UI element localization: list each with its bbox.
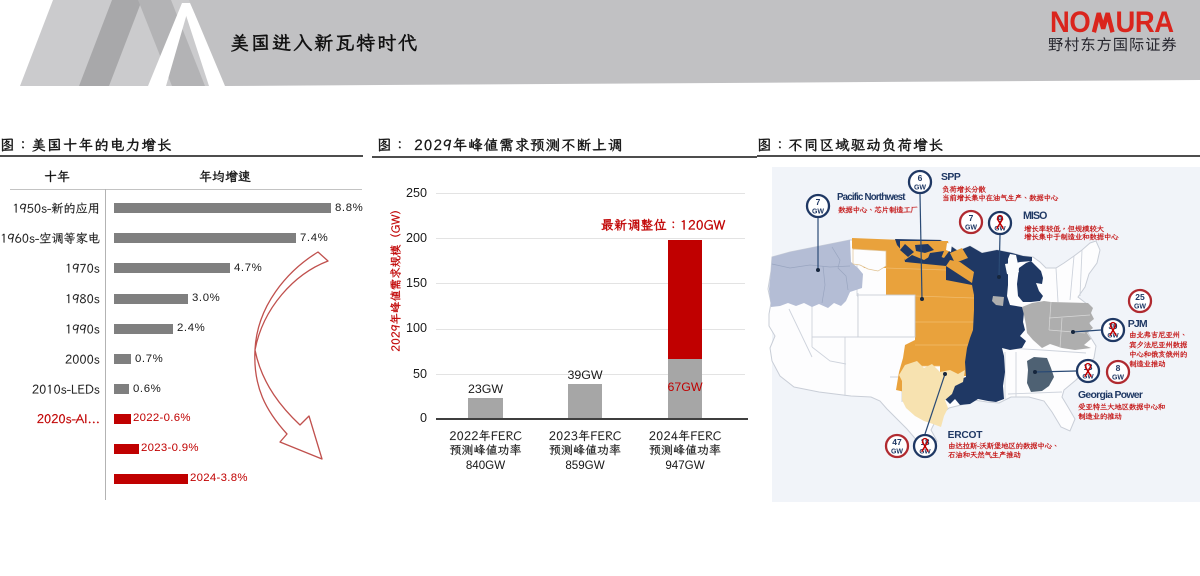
svg-text:7: 7 [816, 197, 821, 207]
svg-text:GW: GW [994, 225, 1006, 232]
svg-text:GW: GW [1112, 374, 1124, 381]
svg-text:25: 25 [1135, 292, 1145, 302]
svg-text:9: 9 [998, 215, 1003, 224]
svg-text:GW: GW [1082, 373, 1094, 380]
svg-text:13: 13 [1084, 363, 1093, 372]
svg-text:18: 18 [921, 438, 930, 447]
svg-text:GW: GW [1107, 332, 1119, 339]
svg-text:GW: GW [1134, 303, 1146, 310]
svg-text:47: 47 [892, 437, 902, 447]
svg-text:GW: GW [812, 208, 824, 215]
svg-text:7: 7 [969, 213, 974, 223]
svg-text:8: 8 [1116, 363, 1121, 373]
svg-text:GW: GW [891, 448, 903, 455]
svg-text:30: 30 [1109, 322, 1118, 331]
svg-text:6: 6 [918, 173, 923, 183]
svg-text:GW: GW [919, 448, 931, 455]
svg-text:NO: NO [1050, 6, 1090, 39]
svg-text:URA: URA [1116, 6, 1174, 39]
svg-text:GW: GW [965, 224, 977, 231]
svg-text:GW: GW [914, 184, 926, 191]
